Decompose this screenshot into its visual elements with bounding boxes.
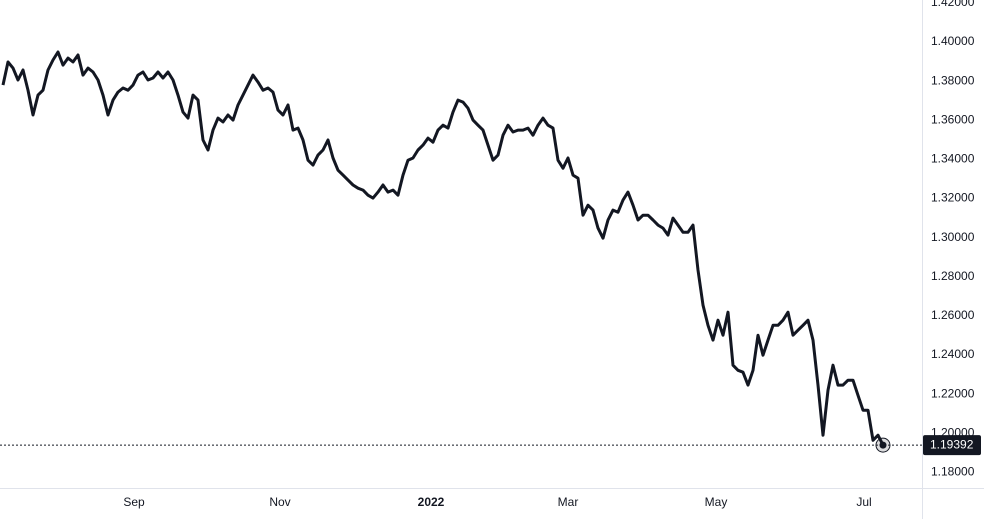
y-tick-label: 1.22000 [931,386,975,400]
x-tick-label: Nov [269,495,290,509]
y-tick-label: 1.40000 [931,34,975,48]
price-tag [923,435,981,456]
y-tick-label: 1.32000 [931,191,975,205]
y-tick-label: 1.26000 [931,308,975,322]
y-tick-label: 1.34000 [931,152,975,166]
y-tick-label: 1.24000 [931,347,975,361]
x-tick-label: Jul [856,495,871,509]
x-tick-label: May [705,495,728,509]
price-line [1,50,885,446]
y-tick-label: 1.36000 [931,112,975,126]
x-tick-label: Mar [558,495,579,509]
x-tick-label: 2022 [418,495,445,509]
y-tick-label: 1.38000 [931,73,975,87]
x-tick-label: Sep [123,495,145,509]
y-tick-label: 1.18000 [931,465,975,479]
y-tick-label: 1.42000 [931,0,975,9]
y-tick-label: 1.28000 [931,269,975,283]
price-tag-label: 1.19392 [930,437,974,451]
y-tick-label: 1.30000 [931,230,975,244]
last-price-dot [879,441,887,449]
